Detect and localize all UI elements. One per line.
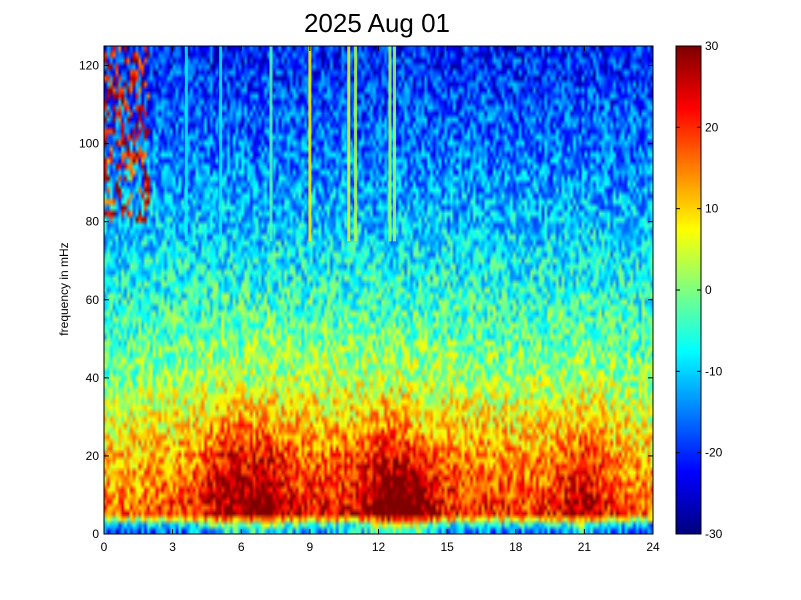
plot-area: 0 3 6 9 12 15 18 21 24 0 20 40 60 80 100 120: [79, 45, 660, 554]
y-tick-label: 80: [86, 215, 100, 229]
colorbar-tick-label: 20: [705, 120, 719, 134]
colorbar-tick-label: 10: [705, 202, 719, 216]
x-tick-label: 15: [440, 540, 454, 554]
heatmap-image: [104, 46, 653, 534]
y-tick-label: 40: [86, 371, 100, 385]
y-tick-label: 60: [86, 293, 100, 307]
colorbar-tick-label: -10: [705, 364, 723, 378]
y-tick-label: 100: [79, 137, 99, 151]
colorbar-tick-label: 30: [705, 39, 719, 53]
x-tick-label: 3: [169, 540, 176, 554]
colorbar-ticks: 30 20 10 0 -10 -20 -30: [676, 39, 723, 541]
colorbar: 30 20 10 0 -10 -20 -30: [675, 39, 723, 541]
colorbar-tick-label: -30: [705, 527, 723, 541]
colorbar-tick-label: 0: [705, 283, 712, 297]
y-tick-label: 20: [86, 449, 100, 463]
y-axis: 0 20 40 60 80 100 120: [79, 59, 653, 541]
x-tick-label: 21: [578, 540, 592, 554]
colorbar-tick-label: -20: [705, 446, 723, 460]
x-axis: 0 3 6 9 12 15 18 21 24: [101, 46, 660, 554]
y-tick-label: 0: [92, 527, 99, 541]
y-tick-label: 120: [79, 59, 99, 73]
chart-title: 2025 Aug 01: [304, 8, 450, 38]
y-axis-label: frequency in mHz: [57, 242, 71, 335]
colorbar-gradient: [676, 46, 701, 534]
x-tick-label: 9: [307, 540, 314, 554]
x-tick-label: 0: [101, 540, 108, 554]
vertical-lines-group: [184, 46, 397, 242]
x-tick-label: 12: [372, 540, 386, 554]
x-tick-label: 24: [646, 540, 660, 554]
x-tick-label: 18: [509, 540, 523, 554]
x-tick-label: 6: [238, 540, 245, 554]
